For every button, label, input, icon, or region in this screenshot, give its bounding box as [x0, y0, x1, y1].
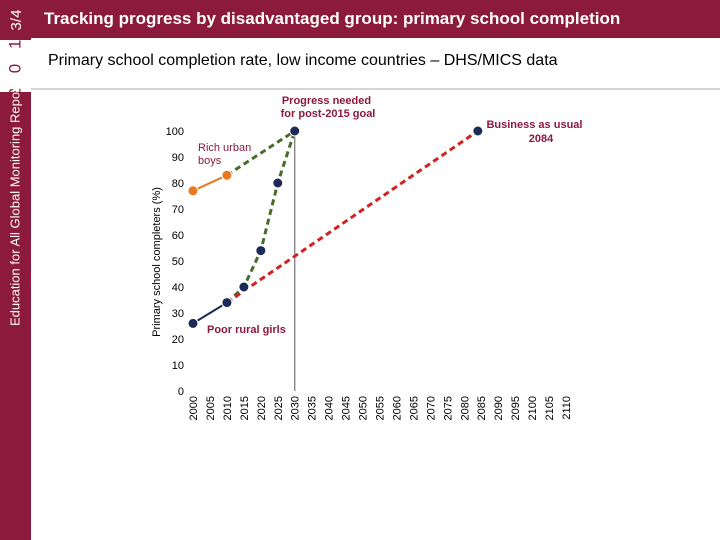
x-tick-label: 2015	[239, 396, 251, 420]
y-tick-label: 0	[178, 386, 184, 398]
chart-subtitle: Primary school completion rate, low inco…	[48, 52, 558, 69]
x-tick-label: 2065	[408, 396, 420, 420]
x-tick-label: 2025	[273, 396, 285, 420]
x-tick-label: 2075	[442, 396, 454, 420]
data-point	[289, 125, 301, 137]
y-tick-label: 50	[172, 256, 184, 268]
y-tick-label: 90	[172, 152, 184, 164]
series-line-0	[192, 174, 228, 192]
y-tick-label: 60	[172, 230, 184, 242]
x-tick-label: 2045	[341, 396, 353, 420]
x-tick-label: 2100	[527, 396, 539, 420]
x-tick-label: 2095	[510, 396, 522, 420]
series-line-3	[226, 129, 296, 177]
y-tick-label: 20	[172, 334, 184, 346]
x-tick-label: 2085	[476, 396, 488, 420]
x-tick-label: 2090	[493, 396, 505, 420]
series-line-1	[192, 301, 228, 325]
poor-rural-girls-label: Poor rural girls	[207, 324, 286, 336]
x-tick-label: 2020	[256, 396, 268, 420]
y-tick-label: 40	[172, 282, 184, 294]
page-title: Tracking progress by disadvantaged group…	[44, 9, 621, 28]
report-year-box: 2 0 1	[0, 35, 31, 97]
business-as-usual-label: Business as usual 2084	[486, 119, 585, 145]
data-point	[187, 317, 199, 329]
x-tick-label: 2010	[222, 396, 234, 420]
chart-labels: Primary school completers (%) Rich urban…	[151, 95, 585, 337]
data-point	[272, 177, 284, 189]
goal-label: Progress needed for post-2015 goal	[281, 95, 376, 120]
divider	[31, 88, 720, 90]
y-tick-label: 80	[172, 178, 184, 190]
y-tick-label: 70	[172, 204, 184, 216]
x-tick-label: 2105	[544, 396, 556, 420]
x-tick-label: 2050	[358, 396, 370, 420]
x-tick-label: 2110	[561, 396, 573, 420]
y-tick-label: 100	[166, 126, 184, 138]
y-tick-label: 10	[172, 360, 184, 372]
series-line-2	[225, 130, 297, 304]
chart-markers	[187, 125, 484, 329]
x-tick-label: 2080	[459, 396, 471, 420]
x-tick-label: 2055	[375, 396, 387, 420]
y-axis-label: Primary school completers (%)	[151, 187, 163, 337]
rich-urban-boys-label: Rich urban boys	[198, 142, 254, 167]
x-tick-label: 2060	[391, 396, 403, 420]
y-tick-label: 30	[172, 308, 184, 320]
x-tick-label: 2035	[307, 396, 319, 420]
x-tick-label: 2070	[425, 396, 437, 420]
business-as-usual-end-point	[472, 125, 484, 137]
x-tick-label: 2030	[290, 396, 302, 420]
series-line-4	[226, 129, 479, 304]
x-tick-label: 2000	[188, 396, 200, 420]
x-tick-label: 2040	[324, 396, 336, 420]
data-point	[221, 297, 233, 309]
data-point	[238, 281, 250, 293]
title-bar	[31, 0, 720, 38]
data-point	[221, 169, 233, 181]
data-point	[187, 185, 199, 197]
data-point	[255, 245, 267, 257]
chart-lines	[192, 129, 479, 325]
x-tick-label: 2005	[205, 396, 217, 420]
